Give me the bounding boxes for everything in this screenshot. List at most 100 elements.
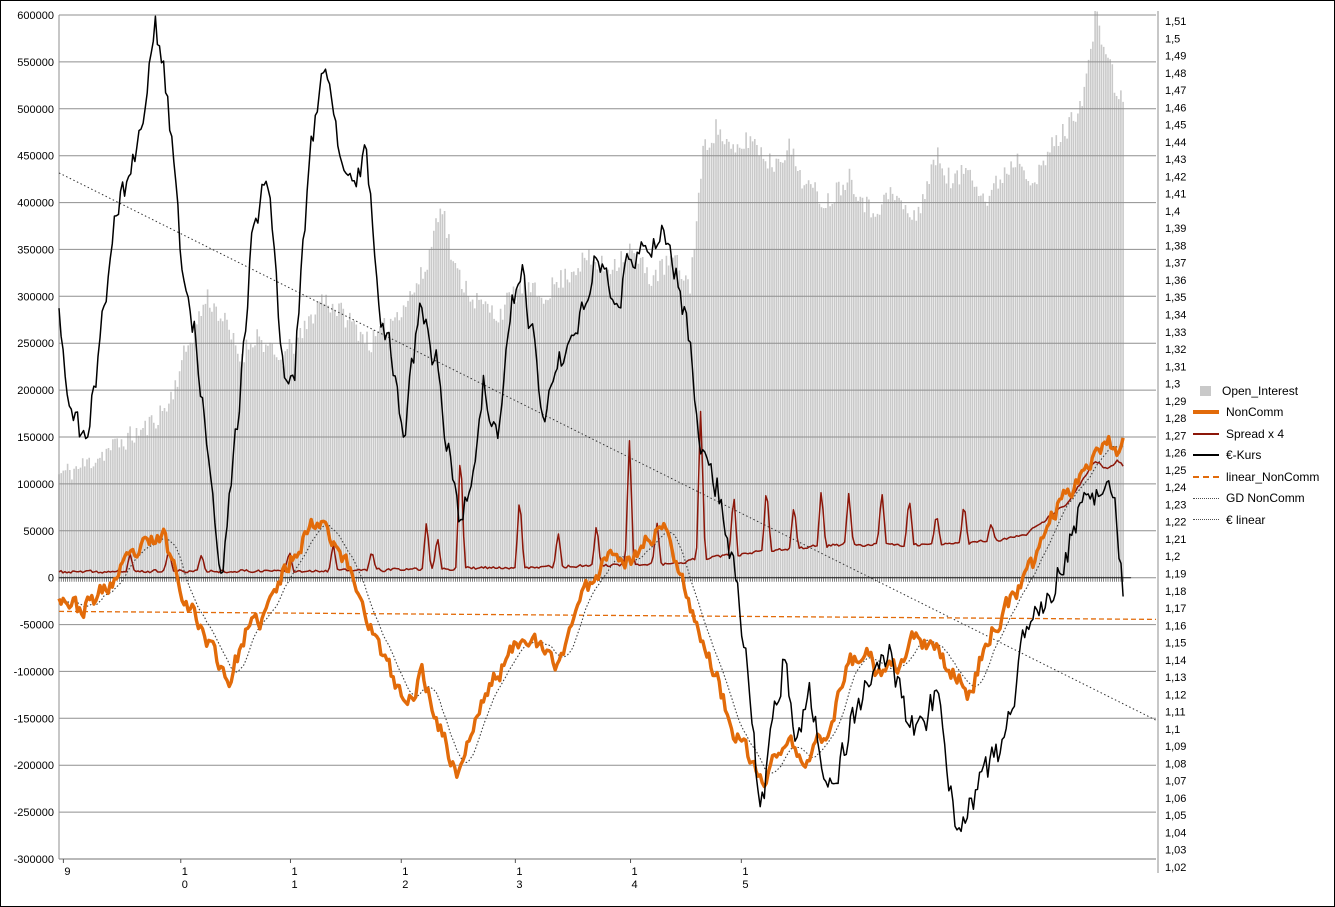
gd-noncomm-line: [58, 445, 1124, 775]
legend-label-gd-noncomm: GD NonComm: [1226, 491, 1305, 506]
legend-label-euro-linear: € linear: [1226, 512, 1266, 527]
svg-text:1,4: 1,4: [1165, 206, 1180, 218]
euro-kurs-line: [58, 15, 1124, 833]
svg-text:1,13: 1,13: [1165, 672, 1186, 684]
svg-text:-200000: -200000: [14, 760, 54, 772]
svg-text:450000: 450000: [17, 151, 54, 163]
svg-text:1,1: 1,1: [1165, 724, 1180, 736]
svg-text:1,39: 1,39: [1165, 223, 1186, 235]
spread-x4-line: [58, 410, 1124, 574]
svg-text:150000: 150000: [17, 432, 54, 444]
svg-text:2: 2: [402, 879, 408, 891]
legend-label-spread: Spread x 4: [1226, 426, 1285, 441]
svg-text:1,36: 1,36: [1165, 275, 1186, 287]
gridlines: [58, 11, 1159, 873]
svg-text:1,27: 1,27: [1165, 430, 1186, 442]
svg-text:1,47: 1,47: [1165, 85, 1186, 97]
svg-text:1,04: 1,04: [1165, 828, 1186, 840]
svg-text:400000: 400000: [17, 198, 54, 210]
svg-text:50000: 50000: [23, 526, 54, 538]
svg-text:1,32: 1,32: [1165, 344, 1186, 356]
svg-text:0: 0: [182, 879, 188, 891]
noncomm-line-icon: [1193, 410, 1219, 415]
svg-text:1,21: 1,21: [1165, 534, 1186, 546]
svg-text:3: 3: [516, 879, 522, 891]
svg-text:1,3: 1,3: [1165, 379, 1180, 391]
legend-item-spread[interactable]: Spread x 4: [1193, 423, 1333, 445]
svg-text:1,14: 1,14: [1165, 655, 1186, 667]
svg-text:1,06: 1,06: [1165, 793, 1186, 805]
svg-text:1: 1: [182, 866, 188, 878]
legend-label-euro-kurs: €-Kurs: [1226, 448, 1262, 463]
svg-text:1,24: 1,24: [1165, 482, 1186, 494]
svg-text:-50000: -50000: [20, 620, 54, 632]
svg-text:1,23: 1,23: [1165, 499, 1186, 511]
svg-text:1: 1: [516, 866, 522, 878]
linear-noncomm-trendline: [58, 610, 1157, 621]
svg-text:1,26: 1,26: [1165, 448, 1186, 460]
svg-text:1,22: 1,22: [1165, 517, 1186, 529]
svg-text:1,11: 1,11: [1165, 707, 1186, 719]
svg-text:1,19: 1,19: [1165, 569, 1186, 581]
svg-text:1,46: 1,46: [1165, 102, 1186, 114]
svg-text:1,43: 1,43: [1165, 154, 1186, 166]
svg-text:-300000: -300000: [14, 854, 54, 866]
svg-text:1,38: 1,38: [1165, 240, 1186, 252]
left-axis-labels: 6000005500005000004500004000003500003000…: [14, 10, 54, 866]
legend-item-noncomm[interactable]: NonComm: [1193, 402, 1333, 424]
svg-text:1,51: 1,51: [1165, 16, 1186, 28]
legend-item-euro-kurs[interactable]: €-Kurs: [1193, 445, 1333, 467]
svg-text:-250000: -250000: [14, 807, 54, 819]
svg-text:1,34: 1,34: [1165, 310, 1186, 322]
svg-text:1,33: 1,33: [1165, 327, 1186, 339]
svg-text:1,02: 1,02: [1165, 862, 1186, 874]
svg-text:1,49: 1,49: [1165, 51, 1186, 63]
legend-label-linear-noncomm: linear_NonComm: [1226, 469, 1320, 484]
svg-text:350000: 350000: [17, 244, 54, 256]
svg-text:1,08: 1,08: [1165, 758, 1186, 770]
svg-text:1,42: 1,42: [1165, 171, 1186, 183]
svg-text:1,31: 1,31: [1165, 361, 1186, 373]
legend-item-euro-linear[interactable]: € linear: [1193, 509, 1333, 531]
svg-text:1,37: 1,37: [1165, 258, 1186, 270]
svg-text:1,45: 1,45: [1165, 120, 1186, 132]
linear-noncomm-dashed-icon: [1193, 475, 1219, 478]
open-interest-bars: [58, 11, 1124, 578]
svg-text:1,15: 1,15: [1165, 638, 1186, 650]
svg-text:1,18: 1,18: [1165, 586, 1186, 598]
open-interest-swatch-icon: [1200, 385, 1211, 396]
euro-kurs-line-icon: [1193, 454, 1219, 457]
svg-text:4: 4: [632, 879, 638, 891]
svg-text:1,03: 1,03: [1165, 845, 1186, 857]
legend-item-linear-noncomm[interactable]: linear_NonComm: [1193, 466, 1333, 488]
svg-text:1,25: 1,25: [1165, 465, 1186, 477]
svg-text:5: 5: [742, 879, 748, 891]
svg-text:1: 1: [291, 879, 297, 891]
svg-text:1,35: 1,35: [1165, 292, 1186, 304]
svg-text:1,41: 1,41: [1165, 189, 1186, 201]
svg-text:1,48: 1,48: [1165, 68, 1186, 80]
svg-text:1: 1: [742, 866, 748, 878]
svg-text:1,16: 1,16: [1165, 620, 1186, 632]
svg-text:250000: 250000: [17, 338, 54, 350]
svg-text:500000: 500000: [17, 104, 54, 116]
svg-text:300000: 300000: [17, 291, 54, 303]
svg-text:1,44: 1,44: [1165, 137, 1186, 149]
legend-item-open-interest[interactable]: Open_Interest: [1193, 380, 1333, 402]
spread-line-icon: [1193, 432, 1219, 435]
svg-text:0: 0: [48, 573, 54, 585]
svg-text:1,2: 1,2: [1165, 551, 1180, 563]
svg-text:1: 1: [291, 866, 297, 878]
noncomm-line: [57, 434, 1125, 789]
svg-text:1: 1: [402, 866, 408, 878]
svg-text:1: 1: [632, 866, 638, 878]
euro-linear-dotted-icon: [1193, 519, 1219, 521]
legend-item-gd-noncomm[interactable]: GD NonComm: [1193, 488, 1333, 510]
svg-text:-150000: -150000: [14, 713, 54, 725]
svg-text:1,09: 1,09: [1165, 741, 1186, 753]
gd-noncomm-dotted-icon: [1193, 497, 1219, 499]
svg-text:1,07: 1,07: [1165, 776, 1186, 788]
svg-text:200000: 200000: [17, 385, 54, 397]
